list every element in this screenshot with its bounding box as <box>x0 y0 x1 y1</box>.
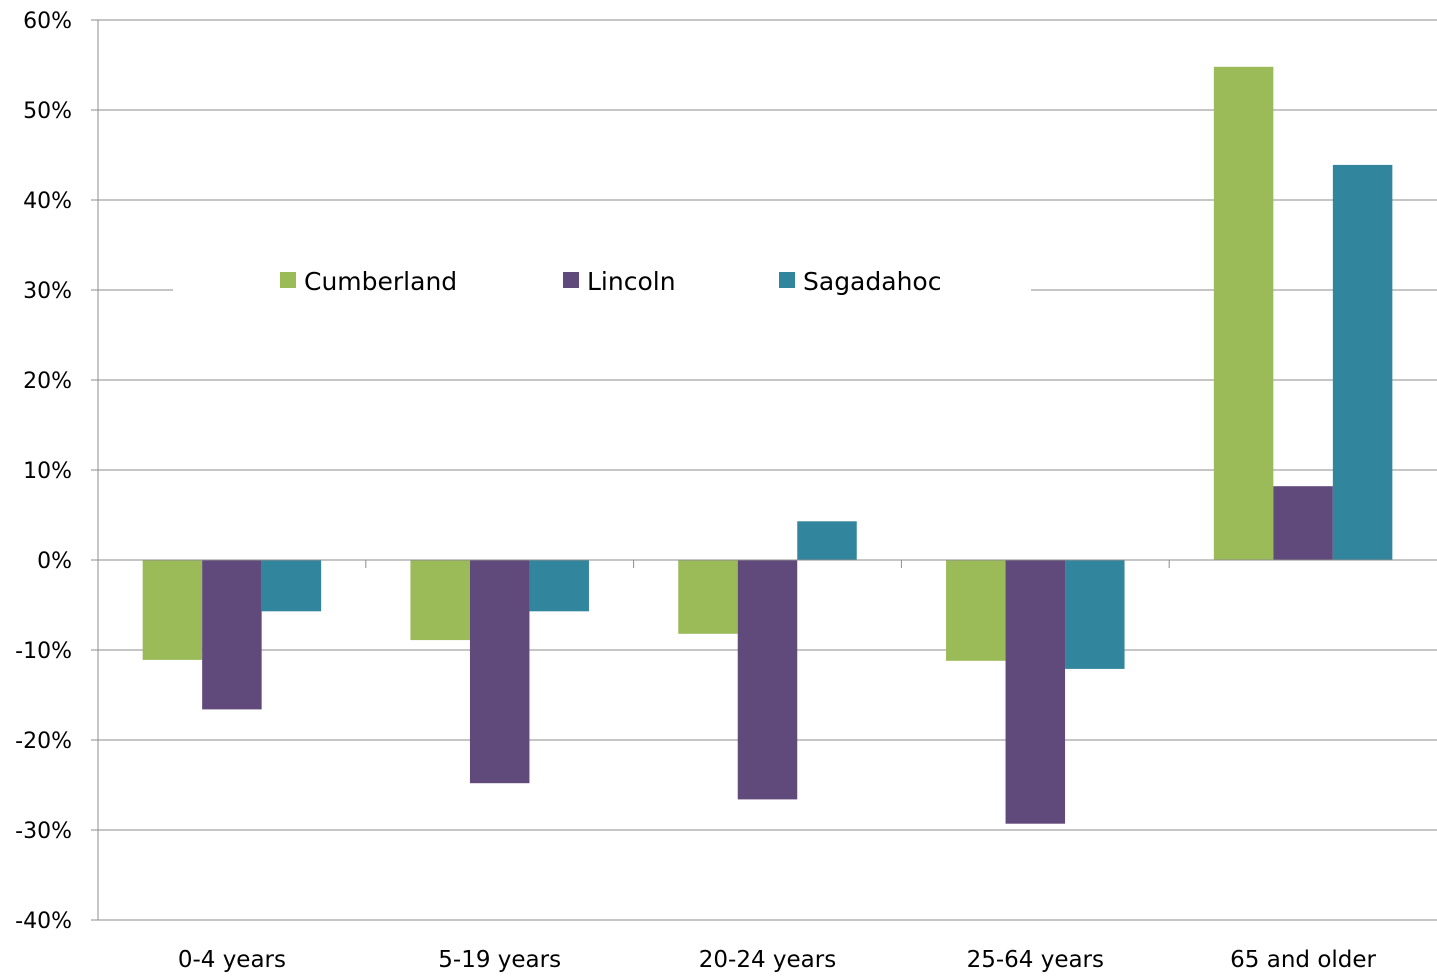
y-tick-label: 50% <box>23 99 72 124</box>
bar-lincoln-4 <box>1273 486 1333 560</box>
x-tick-label: 20-24 years <box>699 947 836 973</box>
bar-lincoln-2 <box>737 560 798 800</box>
bar-cumberland-2 <box>678 560 738 634</box>
tick-labels: 60% 50% 40% 30% 20% 10% 0% -10% -20% -30% -40% 0-4 … <box>15 9 1376 973</box>
bar-sagadahoc-2 <box>797 521 857 560</box>
bar-lincoln-1 <box>469 560 530 784</box>
y-tick-label: 20% <box>23 369 72 394</box>
legend: Cumberland Lincoln Sagadahoc <box>173 262 1031 302</box>
bar-cumberland-0 <box>142 560 203 660</box>
y-tick-label: -20% <box>15 729 72 754</box>
bar-sagadahoc-4 <box>1332 164 1393 560</box>
x-tick-label: 5-19 years <box>438 947 561 973</box>
bars <box>142 66 1393 824</box>
axes <box>91 19 1437 921</box>
y-tick-label: -30% <box>15 819 72 844</box>
bar-cumberland-1 <box>410 560 470 641</box>
y-tick-label: 40% <box>23 189 72 214</box>
bar-sagadahoc-0 <box>261 560 322 612</box>
legend-swatch-lincoln <box>563 272 579 288</box>
bar-cumberland-3 <box>946 560 1006 661</box>
y-tick-label: 0% <box>37 549 72 574</box>
legend-swatch-cumberland <box>280 272 296 288</box>
bar-lincoln-0 <box>202 560 262 710</box>
legend-background <box>173 262 1031 302</box>
x-tick-label: 0-4 years <box>178 947 286 973</box>
legend-swatch-sagadahoc <box>779 272 795 288</box>
legend-label-cumberland: Cumberland <box>304 267 457 296</box>
bar-sagadahoc-1 <box>529 560 589 612</box>
x-tick-label: 65 and older <box>1230 947 1376 973</box>
bar-sagadahoc-3 <box>1065 560 1125 669</box>
y-tick-label: 60% <box>23 9 72 34</box>
legend-label-sagadahoc: Sagadahoc <box>803 267 941 296</box>
x-tick-label: 25-64 years <box>967 947 1104 973</box>
legend-label-lincoln: Lincoln <box>587 267 676 296</box>
y-tick-label: -10% <box>15 639 72 664</box>
y-tick-label: 10% <box>23 459 72 484</box>
y-tick-label: 30% <box>23 279 72 304</box>
bar-lincoln-3 <box>1005 560 1066 824</box>
bar-cumberland-4 <box>1213 66 1274 561</box>
y-tick-label: -40% <box>15 909 72 934</box>
